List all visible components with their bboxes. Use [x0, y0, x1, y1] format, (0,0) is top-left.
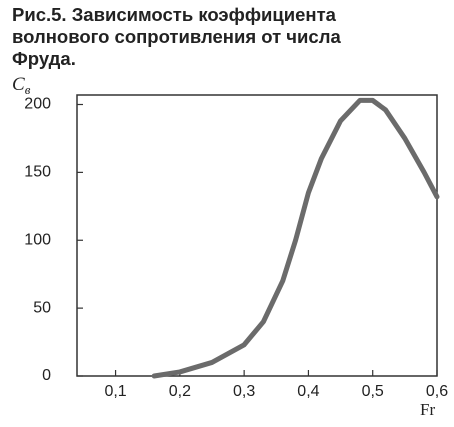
y-tick-label: 200 [24, 96, 51, 113]
line-series [151, 97, 440, 379]
x-axis-label: Fr [420, 400, 435, 419]
chart-title: Рис.5. Зависимость коэффициента волновог… [12, 4, 341, 69]
y-tick-label: 150 [24, 164, 51, 181]
plot-frame [76, 94, 438, 377]
x-tick-label: 0,2 [169, 383, 191, 400]
y-label-subscript: в [25, 82, 31, 97]
x-tick-label: 0,1 [104, 383, 126, 400]
y-tick-label: 0 [42, 367, 51, 384]
y-tick-label: 100 [24, 231, 51, 248]
x-tick-label: 0,3 [233, 383, 255, 400]
x-tick-label: 0,5 [362, 383, 384, 400]
x-tick-label: 0,6 [426, 383, 448, 400]
y-axis-label: Cв [12, 74, 31, 97]
x-tick-label: 0,4 [297, 383, 319, 400]
y-tick-label: 50 [33, 299, 51, 316]
y-label-main: C [12, 74, 25, 95]
